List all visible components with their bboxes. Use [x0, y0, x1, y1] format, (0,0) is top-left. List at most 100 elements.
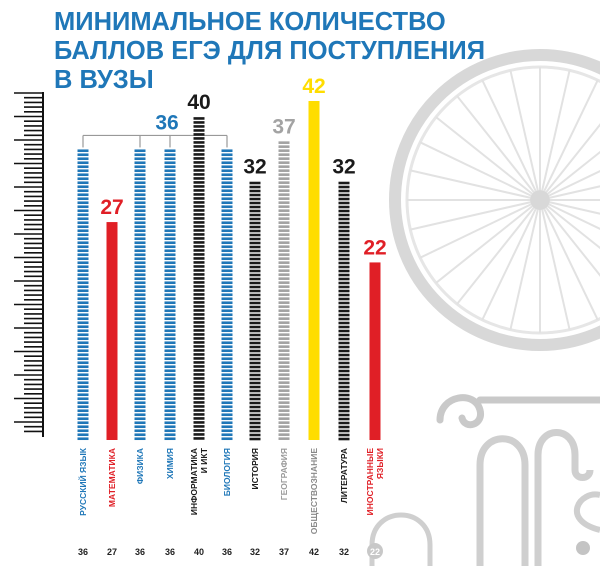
bar-stripe: [338, 289, 350, 293]
bar-value-label: 27: [100, 196, 123, 219]
bar-stripe: [134, 269, 146, 273]
bar-stripe: [338, 405, 350, 409]
bar-stripe: [249, 381, 261, 385]
bar-value-label: 37: [272, 115, 295, 138]
bottom-value-label: 36: [222, 547, 232, 557]
bar-stripe: [134, 369, 146, 373]
bar-stripe: [193, 189, 205, 192]
bar-stripe: [164, 277, 176, 281]
bar-stripe: [77, 189, 89, 193]
bar-stripe: [249, 345, 261, 349]
bar-stripe: [249, 309, 261, 313]
bar-stripe: [164, 225, 176, 229]
bar-stripe: [77, 293, 89, 297]
bar-stripe: [221, 361, 233, 365]
bar-stripe: [249, 289, 261, 293]
bar-stripe: [338, 277, 350, 281]
bar-stripe: [249, 405, 261, 409]
bar-stripe: [77, 165, 89, 169]
bar-stripe: [338, 225, 350, 229]
bicycle-illustration: [369, 49, 600, 566]
bar-stripe: [77, 257, 89, 261]
bar-stripe: [221, 241, 233, 245]
bar-stripe: [77, 265, 89, 269]
bar-stripe: [278, 201, 290, 204]
bar-stripe: [278, 149, 290, 152]
category-label: ИНОСТРАННЫЕ ЯЗЫКИ: [365, 448, 385, 516]
bar-stripe: [164, 297, 176, 301]
bar-stripe: [164, 161, 176, 165]
category-label: РУССКИЙ ЯЗЫК: [77, 447, 88, 516]
bottom-value-label: 36: [165, 547, 175, 557]
bar-stripe: [249, 305, 261, 309]
bar-stripe: [249, 249, 261, 253]
bar-stripe: [249, 193, 261, 197]
bar-stripe: [77, 305, 89, 309]
bar-stripe: [221, 149, 233, 153]
bar-stripe: [193, 369, 205, 372]
bar-stripe: [77, 277, 89, 281]
bar-stripe: [164, 325, 176, 329]
bar-stripe: [134, 197, 146, 201]
bar-stripe: [221, 321, 233, 325]
bar-stripe: [134, 225, 146, 229]
bar-stripe: [278, 429, 290, 432]
bar-stripe: [338, 329, 350, 333]
bar-stripe: [221, 385, 233, 389]
bar-stripe: [338, 201, 350, 205]
bar-stripe: [193, 349, 205, 352]
bar-stripe: [338, 425, 350, 429]
bar-stripe: [77, 205, 89, 209]
category-label: ХИМИЯ: [165, 448, 175, 479]
bar-stripe: [338, 213, 350, 217]
bar-stripe: [221, 393, 233, 397]
bar-stripe: [249, 297, 261, 301]
bar-stripe: [193, 409, 205, 412]
bar-stripe: [278, 353, 290, 356]
bar-stripe: [193, 333, 205, 336]
bar-stripe: [193, 257, 205, 260]
category-label: МАТЕМАТИКА: [107, 448, 117, 507]
bar-stripe: [278, 397, 290, 400]
bar-stripe: [278, 337, 290, 340]
bottom-value-label: 22: [370, 547, 380, 557]
bar-stripe: [134, 161, 146, 165]
bar-stripe: [278, 157, 290, 160]
bar-stripe: [221, 249, 233, 253]
bar-stripe: [338, 325, 350, 329]
bar-stripe: [193, 425, 205, 428]
bar-stripe: [249, 189, 261, 193]
bar-stripe: [164, 405, 176, 409]
wheel-hub: [530, 190, 550, 210]
bar-stripe: [164, 417, 176, 421]
bar-stripe: [338, 433, 350, 437]
bar-stripe: [134, 249, 146, 253]
bar-stripe: [249, 397, 261, 401]
bar-stripe: [249, 341, 261, 345]
wheel-spoke: [481, 208, 537, 321]
bar-stripe: [338, 237, 350, 241]
bar-stripe: [77, 437, 89, 441]
bar-stripe: [221, 253, 233, 257]
bar-stripe: [249, 437, 261, 441]
bar-stripe: [221, 157, 233, 161]
bar-stripe: [249, 369, 261, 373]
bar-stripe: [134, 221, 146, 225]
bar-stripe: [338, 285, 350, 289]
bar-stripe: [193, 141, 205, 144]
bar-stripe: [193, 289, 205, 292]
wheel-tire: [389, 49, 600, 351]
bar-stripe: [278, 197, 290, 200]
bar-stripe: [221, 413, 233, 417]
bar-stripe: [77, 245, 89, 249]
bar-value-label: 32: [332, 156, 355, 179]
bar-stripe: [134, 293, 146, 297]
wheel-spoke: [549, 201, 600, 215]
bar-stripe: [164, 373, 176, 377]
bar-stripe: [338, 429, 350, 433]
bar-stripe: [338, 321, 350, 325]
bar-stripe: [221, 209, 233, 213]
bar-stripe: [338, 437, 350, 441]
bar-stripe: [221, 153, 233, 157]
bar-stripe: [278, 273, 290, 276]
